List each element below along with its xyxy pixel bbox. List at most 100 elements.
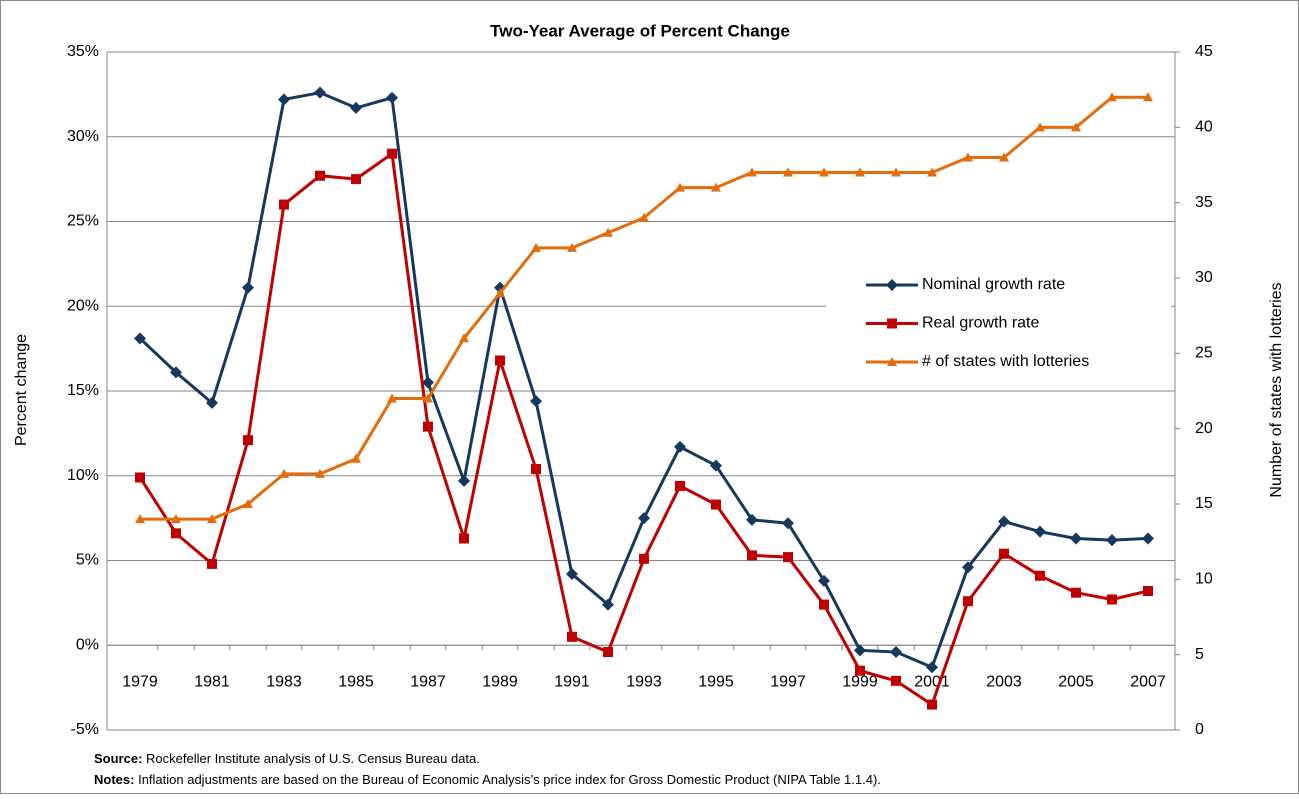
data-point: [886, 279, 898, 291]
legend-label: # of states with lotteries: [922, 353, 1089, 370]
y-tick-label: 20%: [67, 297, 99, 314]
y-tick-label: 35%: [67, 43, 99, 60]
data-point: [783, 167, 793, 177]
data-point: [638, 512, 650, 525]
x-tick-label: 1979: [122, 673, 158, 690]
data-point: [1106, 534, 1118, 547]
data-point: [1035, 122, 1045, 132]
data-point: [135, 472, 145, 483]
data-point: [927, 167, 937, 177]
y2-tick-label: 45: [1195, 43, 1213, 60]
data-point: [675, 182, 685, 192]
data-point: [891, 675, 901, 686]
data-point: [963, 596, 973, 607]
data-point: [1035, 570, 1045, 581]
x-tick-label: 1985: [338, 673, 374, 690]
y-tick-label: 15%: [67, 382, 99, 399]
data-point: [530, 395, 542, 408]
y2-tick-label: 30: [1195, 269, 1213, 286]
x-tick-label: 1983: [266, 673, 302, 690]
data-point: [639, 212, 649, 222]
data-point: [926, 661, 938, 674]
x-tick-label: 1987: [410, 673, 446, 690]
data-point: [351, 174, 361, 185]
x-tick-label: 2003: [986, 673, 1022, 690]
data-point: [999, 152, 1009, 162]
data-point: [170, 366, 182, 379]
data-point: [134, 332, 146, 345]
data-point: [135, 514, 145, 524]
data-point: [998, 515, 1010, 528]
legend-label: Nominal growth rate: [922, 276, 1065, 293]
data-point: [1071, 122, 1081, 132]
data-point: [459, 333, 469, 343]
data-point: [710, 459, 722, 472]
data-point: [783, 552, 793, 563]
data-point: [387, 148, 397, 159]
data-point: [818, 574, 830, 587]
data-point: [1107, 594, 1117, 605]
x-tick-label: 2001: [914, 673, 950, 690]
y-tick-label: -5%: [71, 721, 99, 738]
y2-tick-label: 15: [1195, 495, 1213, 512]
x-tick-label: 2007: [1130, 673, 1166, 690]
data-point: [962, 561, 974, 574]
data-point: [567, 631, 577, 642]
data-point: [1034, 525, 1046, 538]
y2-tick-label: 35: [1195, 194, 1213, 211]
data-point: [819, 599, 829, 610]
y-tick-label: 10%: [67, 467, 99, 484]
data-point: [458, 474, 470, 487]
data-point: [207, 514, 217, 524]
y-tick-label: 30%: [67, 128, 99, 145]
data-point: [423, 393, 433, 403]
data-point: [1143, 92, 1153, 102]
data-point: [495, 288, 505, 298]
data-point: [747, 167, 757, 177]
notes-text: Inflation adjustments are based on the B…: [138, 772, 881, 787]
notes-label: Notes:: [94, 772, 134, 787]
data-point: [423, 421, 433, 432]
x-tick-label: 1989: [482, 673, 518, 690]
x-tick-label: 2005: [1058, 673, 1094, 690]
data-point: [855, 665, 865, 676]
data-point: [350, 101, 362, 114]
data-point: [206, 396, 218, 409]
data-point: [855, 167, 865, 177]
data-point: [207, 558, 217, 569]
data-point: [459, 533, 469, 544]
data-point: [854, 644, 866, 657]
x-tick-label: 1981: [194, 673, 230, 690]
y-tick-label: 25%: [67, 213, 99, 230]
data-point: [422, 376, 434, 389]
data-point: [999, 548, 1009, 559]
data-point: [890, 646, 902, 659]
data-point: [674, 440, 686, 453]
data-point: [675, 480, 685, 491]
data-point: [603, 647, 613, 658]
data-point: [315, 468, 325, 478]
data-point: [602, 598, 614, 611]
y-tick-label: 5%: [76, 552, 99, 569]
data-point: [747, 550, 757, 561]
data-point: [963, 152, 973, 162]
data-point: [927, 699, 937, 710]
data-point: [603, 227, 613, 237]
data-point: [566, 568, 578, 581]
data-point: [711, 182, 721, 192]
data-point: [1142, 532, 1154, 545]
data-point: [746, 513, 758, 526]
data-point: [387, 393, 397, 403]
data-point: [279, 468, 289, 478]
data-point: [1071, 587, 1081, 598]
y2-tick-label: 10: [1195, 571, 1213, 588]
x-tick-label: 1999: [842, 673, 878, 690]
data-point: [1070, 532, 1082, 545]
data-point: [386, 91, 398, 104]
x-tick-label: 1991: [554, 673, 590, 690]
data-point: [639, 553, 649, 564]
data-point: [891, 167, 901, 177]
data-point: [171, 514, 181, 524]
x-tick-label: 1993: [626, 673, 662, 690]
